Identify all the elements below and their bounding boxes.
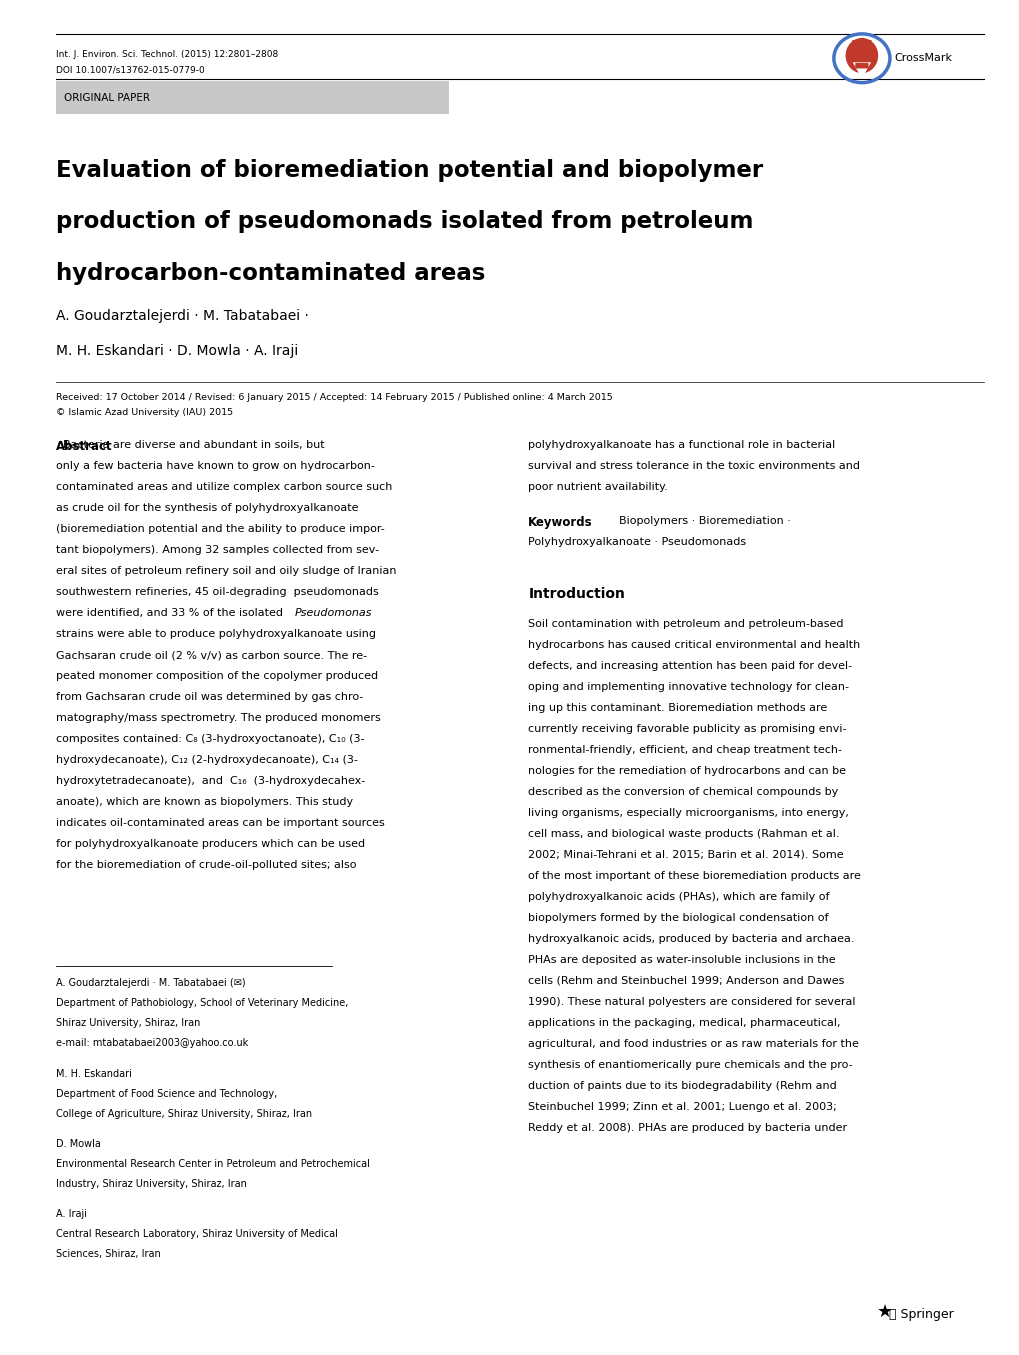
Text: from Gachsaran crude oil was determined by gas chro-: from Gachsaran crude oil was determined … xyxy=(56,692,363,702)
Text: D. Mowla: D. Mowla xyxy=(56,1138,101,1149)
Text: were identified, and 33 % of the isolated: were identified, and 33 % of the isolate… xyxy=(56,608,288,618)
Text: M. H. Eskandari: M. H. Eskandari xyxy=(56,1069,131,1079)
Text: hydroxyalkanoic acids, produced by bacteria and archaea.: hydroxyalkanoic acids, produced by bacte… xyxy=(528,934,854,944)
Text: as crude oil for the synthesis of polyhydroxyalkanoate: as crude oil for the synthesis of polyhy… xyxy=(56,503,359,514)
Text: anoate), which are known as biopolymers. This study: anoate), which are known as biopolymers.… xyxy=(56,797,353,808)
Text: living organisms, especially microorganisms, into energy,: living organisms, especially microorgani… xyxy=(528,808,849,818)
Polygon shape xyxy=(852,62,870,79)
FancyBboxPatch shape xyxy=(855,62,868,68)
Text: College of Agriculture, Shiraz University, Shiraz, Iran: College of Agriculture, Shiraz Universit… xyxy=(56,1108,312,1119)
Text: (bioremediation potential and the ability to produce impor-: (bioremediation potential and the abilit… xyxy=(56,524,384,534)
Text: hydrocarbon-contaminated areas: hydrocarbon-contaminated areas xyxy=(56,262,485,285)
Text: e-mail: mtabatabaei2003@yahoo.co.uk: e-mail: mtabatabaei2003@yahoo.co.uk xyxy=(56,1038,248,1049)
Text: Steinbuchel 1999; Zinn et al. 2001; Luengo et al. 2003;: Steinbuchel 1999; Zinn et al. 2001; Luen… xyxy=(528,1102,837,1112)
Text: indicates oil-contaminated areas can be important sources: indicates oil-contaminated areas can be … xyxy=(56,818,384,828)
Text: agricultural, and food industries or as raw materials for the: agricultural, and food industries or as … xyxy=(528,1039,858,1049)
FancyBboxPatch shape xyxy=(853,47,870,54)
Text: polyhydroxyalkanoate has a functional role in bacterial: polyhydroxyalkanoate has a functional ro… xyxy=(528,440,835,450)
Text: applications in the packaging, medical, pharmaceutical,: applications in the packaging, medical, … xyxy=(528,1018,840,1028)
Text: strains were able to produce polyhydroxyalkanoate using: strains were able to produce polyhydroxy… xyxy=(56,629,376,640)
Text: Pseudomonas: Pseudomonas xyxy=(294,608,372,618)
Text: eral sites of petroleum refinery soil and oily sludge of Iranian: eral sites of petroleum refinery soil an… xyxy=(56,566,396,576)
Text: for the bioremediation of crude-oil-polluted sites; also: for the bioremediation of crude-oil-poll… xyxy=(56,860,357,870)
FancyBboxPatch shape xyxy=(854,57,869,61)
Text: PHAs are deposited as water-insoluble inclusions in the: PHAs are deposited as water-insoluble in… xyxy=(528,955,836,965)
Text: Polyhydroxyalkanoate · Pseudomonads: Polyhydroxyalkanoate · Pseudomonads xyxy=(528,537,746,547)
Text: poor nutrient availability.: poor nutrient availability. xyxy=(528,482,667,492)
Text: Shiraz University, Shiraz, Iran: Shiraz University, Shiraz, Iran xyxy=(56,1019,201,1028)
Text: composites contained: C₈ (3-hydroxyoctanoate), C₁₀ (3-: composites contained: C₈ (3-hydroxyoctan… xyxy=(56,734,364,744)
Text: biopolymers formed by the biological condensation of: biopolymers formed by the biological con… xyxy=(528,913,828,923)
Text: Department of Pathobiology, School of Veterinary Medicine,: Department of Pathobiology, School of Ve… xyxy=(56,999,348,1008)
Text: Int. J. Environ. Sci. Technol. (2015) 12:2801–2808: Int. J. Environ. Sci. Technol. (2015) 12… xyxy=(56,50,278,60)
Text: peated monomer composition of the copolymer produced: peated monomer composition of the copoly… xyxy=(56,671,378,682)
Text: A. Iraji: A. Iraji xyxy=(56,1209,87,1220)
Text: for polyhydroxyalkanoate producers which can be used: for polyhydroxyalkanoate producers which… xyxy=(56,839,365,850)
Text: Keywords: Keywords xyxy=(528,516,592,528)
Text: A. Goudarztalejerdi · M. Tabatabaei ·: A. Goudarztalejerdi · M. Tabatabaei · xyxy=(56,309,309,322)
Text: production of pseudomonads isolated from petroleum: production of pseudomonads isolated from… xyxy=(56,210,753,233)
Text: described as the conversion of chemical compounds by: described as the conversion of chemical … xyxy=(528,787,838,797)
Text: defects, and increasing attention has been paid for devel-: defects, and increasing attention has be… xyxy=(528,661,852,671)
Text: tant biopolymers). Among 32 samples collected from sev-: tant biopolymers). Among 32 samples coll… xyxy=(56,545,379,556)
Text: ronmental-friendly, efficient, and cheap treatment tech-: ronmental-friendly, efficient, and cheap… xyxy=(528,745,842,755)
FancyBboxPatch shape xyxy=(852,39,871,45)
Text: matography/mass spectrometry. The produced monomers: matography/mass spectrometry. The produc… xyxy=(56,713,380,724)
Text: A. Goudarztalejerdi · M. Tabatabaei (✉): A. Goudarztalejerdi · M. Tabatabaei (✉) xyxy=(56,978,246,988)
Text: only a few bacteria have known to grow on hydrocarbon-: only a few bacteria have known to grow o… xyxy=(56,461,375,472)
Text: cells (Rehm and Steinbuchel 1999; Anderson and Dawes: cells (Rehm and Steinbuchel 1999; Anders… xyxy=(528,976,844,986)
Text: synthesis of enantiomerically pure chemicals and the pro-: synthesis of enantiomerically pure chemi… xyxy=(528,1060,852,1070)
Text: Introduction: Introduction xyxy=(528,587,625,602)
Text: © Islamic Azad University (IAU) 2015: © Islamic Azad University (IAU) 2015 xyxy=(56,408,233,417)
Text: Sciences, Shiraz, Iran: Sciences, Shiraz, Iran xyxy=(56,1249,161,1259)
Text: Reddy et al. 2008). PHAs are produced by bacteria under: Reddy et al. 2008). PHAs are produced by… xyxy=(528,1123,847,1133)
Text: cell mass, and biological waste products (Rahman et al.: cell mass, and biological waste products… xyxy=(528,829,839,839)
Text: DOI 10.1007/s13762-015-0779-0: DOI 10.1007/s13762-015-0779-0 xyxy=(56,65,205,75)
Text: Ⓢ Springer: Ⓢ Springer xyxy=(889,1308,953,1321)
Text: nologies for the remediation of hydrocarbons and can be: nologies for the remediation of hydrocar… xyxy=(528,766,846,776)
Text: Soil contamination with petroleum and petroleum-based: Soil contamination with petroleum and pe… xyxy=(528,619,843,629)
Text: oping and implementing innovative technology for clean-: oping and implementing innovative techno… xyxy=(528,682,849,692)
Text: hydroxydecanoate), C₁₂ (2-hydroxydecanoate), C₁₄ (3-: hydroxydecanoate), C₁₂ (2-hydroxydecanoa… xyxy=(56,755,358,766)
Text: Gachsaran crude oil (2 % v/v) as carbon source. The re-: Gachsaran crude oil (2 % v/v) as carbon … xyxy=(56,650,367,660)
Text: Bacteria are diverse and abundant in soils, but: Bacteria are diverse and abundant in soi… xyxy=(56,440,324,450)
Text: southwestern refineries, 45 oil-degrading  pseudomonads: southwestern refineries, 45 oil-degradin… xyxy=(56,587,378,598)
Text: ★: ★ xyxy=(875,1304,892,1321)
Text: Industry, Shiraz University, Shiraz, Iran: Industry, Shiraz University, Shiraz, Ira… xyxy=(56,1179,247,1188)
Text: hydroxytetradecanoate),  and  C₁₆  (3-hydroxydecahex-: hydroxytetradecanoate), and C₁₆ (3-hydro… xyxy=(56,776,365,786)
Text: Central Research Laboratory, Shiraz University of Medical: Central Research Laboratory, Shiraz Univ… xyxy=(56,1229,337,1238)
Text: Environmental Research Center in Petroleum and Petrochemical: Environmental Research Center in Petrole… xyxy=(56,1159,370,1169)
Text: ORIGINAL PAPER: ORIGINAL PAPER xyxy=(64,92,150,103)
Text: Department of Food Science and Technology,: Department of Food Science and Technolog… xyxy=(56,1088,277,1099)
Text: duction of paints due to its biodegradability (Rehm and: duction of paints due to its biodegradab… xyxy=(528,1081,837,1091)
Text: survival and stress tolerance in the toxic environments and: survival and stress tolerance in the tox… xyxy=(528,461,859,472)
Text: polyhydroxyalkanoic acids (PHAs), which are family of: polyhydroxyalkanoic acids (PHAs), which … xyxy=(528,892,829,902)
Text: currently receiving favorable publicity as promising envi-: currently receiving favorable publicity … xyxy=(528,724,846,734)
Text: of the most important of these bioremediation products are: of the most important of these bioremedi… xyxy=(528,871,860,881)
Text: hydrocarbons has caused critical environmental and health: hydrocarbons has caused critical environ… xyxy=(528,640,860,650)
Text: ing up this contaminant. Bioremediation methods are: ing up this contaminant. Bioremediation … xyxy=(528,703,826,713)
Text: 2002; Minai-Tehrani et al. 2015; Barin et al. 2014). Some: 2002; Minai-Tehrani et al. 2015; Barin e… xyxy=(528,850,843,860)
Text: CrossMark: CrossMark xyxy=(894,53,952,64)
FancyBboxPatch shape xyxy=(56,81,448,114)
Text: Evaluation of bioremediation potential and biopolymer: Evaluation of bioremediation potential a… xyxy=(56,159,762,182)
Text: Abstract: Abstract xyxy=(56,440,113,454)
Ellipse shape xyxy=(845,38,877,73)
Text: contaminated areas and utilize complex carbon source such: contaminated areas and utilize complex c… xyxy=(56,482,392,492)
Text: Biopolymers · Bioremediation ·: Biopolymers · Bioremediation · xyxy=(611,516,790,526)
Text: M. H. Eskandari · D. Mowla · A. Iraji: M. H. Eskandari · D. Mowla · A. Iraji xyxy=(56,344,299,358)
Text: 1990). These natural polyesters are considered for several: 1990). These natural polyesters are cons… xyxy=(528,997,855,1007)
Text: Received: 17 October 2014 / Revised: 6 January 2015 / Accepted: 14 February 2015: Received: 17 October 2014 / Revised: 6 J… xyxy=(56,393,612,402)
